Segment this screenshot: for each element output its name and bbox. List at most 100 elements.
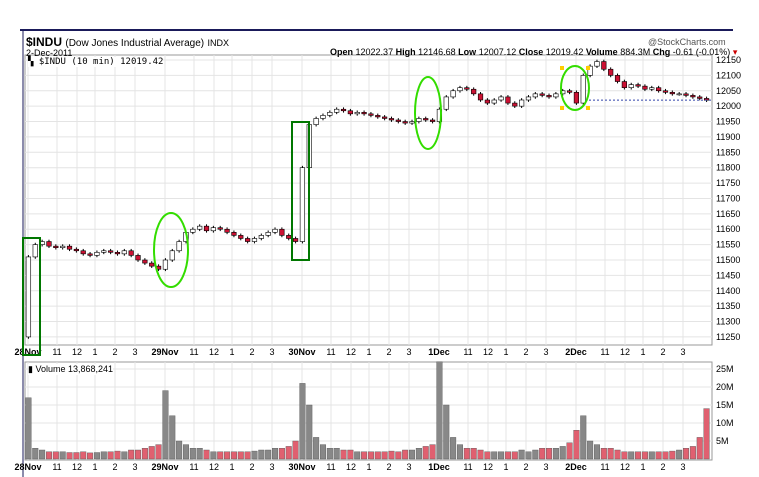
volume-bar [265,449,272,460]
price-tick-label: 12050 [716,86,741,96]
candle [272,228,278,233]
x-tick-label: 1Dec [428,462,450,472]
candle [46,241,52,247]
volume-bar [593,444,600,460]
x-tick-label: 11 [463,462,472,472]
x-tick-label: 2 [523,462,528,472]
x-tick-label: 3 [543,347,548,357]
candle [532,93,538,98]
x-tick-label: 2 [386,462,391,472]
volume-bar [367,451,374,460]
price-tick-label: 11450 [716,270,740,280]
volume-bar [635,451,642,460]
volume-bar [141,448,148,460]
x-tick-label: 12 [620,347,630,357]
volume-bar [230,451,237,460]
volume-bar [587,440,594,460]
candle [464,87,470,90]
candle [292,238,299,242]
x-tick-label: 1 [640,347,645,357]
x-tick-label: 2 [249,462,254,472]
candle [121,250,127,255]
candle [512,102,518,107]
volume-bar [66,452,73,460]
candle [265,232,271,236]
exchange: INDX [207,38,229,48]
chart-title: $INDU (Dow Jones Industrial Average) IND… [26,35,229,49]
candle [382,116,388,119]
annotation-box [22,237,41,356]
candle [128,250,134,256]
candle [580,75,586,104]
volume-bar [566,442,573,460]
volume-bar [203,449,210,460]
candle [25,256,32,338]
x-tick-label: 12 [483,462,493,472]
candle [94,252,100,256]
volume-bar [45,451,52,460]
volume-bar [196,448,203,460]
volume-bar [388,450,395,460]
candle [669,92,675,95]
x-tick-label: 11 [463,347,472,357]
candle [477,93,484,101]
volume-bar [402,449,409,460]
candle [361,112,367,115]
volume-bar [546,448,553,460]
volume-bar [100,451,107,460]
price-tick-label: 11300 [716,317,740,327]
volume-bar [552,448,559,460]
candle [683,93,689,96]
x-tick-label: 1 [503,462,508,472]
price-tick-label: 11650 [716,209,740,219]
candle [53,245,59,248]
price-tick-label: 11350 [716,301,740,311]
volume-bar [114,450,121,460]
x-tick-label: 11 [326,347,335,357]
x-tick-label: 1 [366,347,371,357]
volume-tick-label: 25M [716,364,734,374]
volume-bar [450,437,457,460]
volume-bar [59,451,66,460]
candle [409,121,415,124]
candle [457,87,463,92]
candle [162,259,169,270]
volume-bar [573,430,580,460]
volume-bar [258,449,265,460]
price-tick-label: 12100 [716,70,741,80]
candle [402,121,408,124]
annotation-box [291,121,310,261]
x-tick-label: 11 [600,347,609,357]
candle [423,118,429,121]
x-tick-label: 2 [660,462,665,472]
x-tick-label: 11 [189,347,198,357]
volume-bar [381,451,388,460]
candle [149,262,155,267]
candle [614,75,621,82]
x-tick-label: 1 [229,462,234,472]
candle [525,96,532,101]
x-tick-label: 3 [269,347,274,357]
volume-bar [326,448,333,460]
volume-bar [374,451,381,460]
volume-bar [272,448,279,460]
volume-bar [169,415,176,460]
volume-bar [237,451,244,460]
candle [553,93,559,98]
volume-bar [73,452,80,460]
volume-bar [148,446,155,460]
volume-bar [422,446,429,460]
volume-bar [299,383,306,460]
volume-bar [182,444,189,460]
x-tick-label: 3 [680,462,685,472]
candle [354,112,360,115]
candle [505,96,511,104]
candle [224,228,230,233]
candle-icon: ▚ [28,57,34,67]
volume-bar [210,451,217,460]
volume-legend: ▮ Volume 13,868,241 [28,364,114,375]
volume-bar [244,451,251,460]
candle [443,96,449,110]
volume-bar [648,451,655,460]
